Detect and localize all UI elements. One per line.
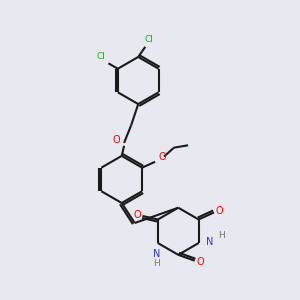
- Text: O: O: [113, 135, 120, 145]
- Text: N: N: [153, 249, 160, 259]
- Text: H: H: [218, 232, 224, 241]
- Text: H: H: [153, 259, 160, 268]
- Text: Cl: Cl: [97, 52, 106, 62]
- Text: O: O: [134, 210, 141, 220]
- Text: N: N: [206, 237, 213, 247]
- Text: O: O: [159, 152, 167, 162]
- Text: O: O: [196, 257, 204, 267]
- Text: Cl: Cl: [144, 35, 153, 44]
- Text: O: O: [215, 206, 223, 215]
